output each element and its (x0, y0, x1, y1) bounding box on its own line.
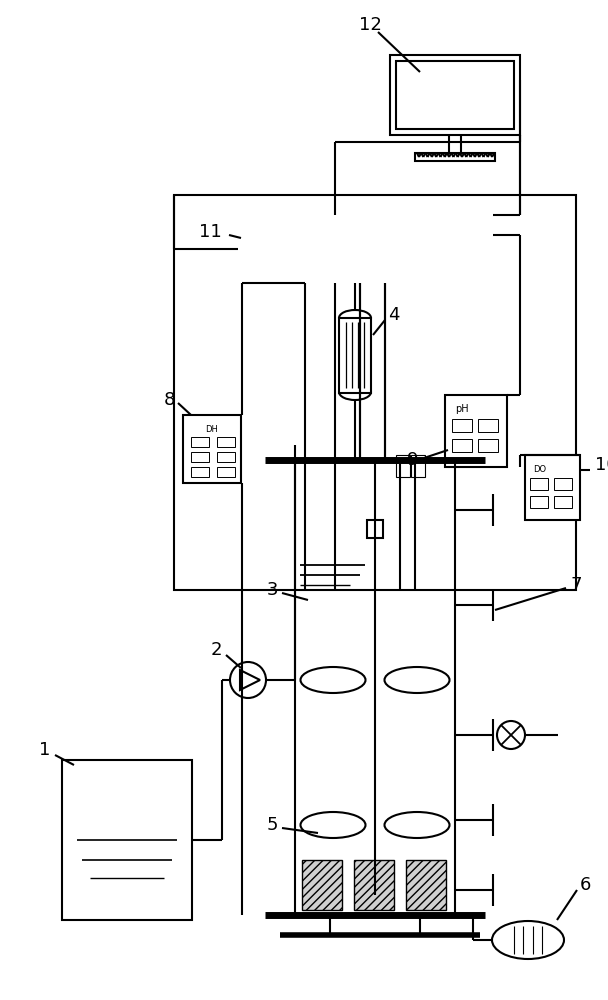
Bar (530, 478, 548, 490)
Bar (411, 455, 425, 477)
Ellipse shape (384, 667, 449, 693)
Bar (445, 395, 507, 467)
Bar (217, 437, 235, 447)
Circle shape (230, 662, 266, 698)
Bar (390, 55, 520, 135)
Bar (302, 860, 342, 910)
Bar (452, 439, 472, 452)
Polygon shape (240, 670, 260, 690)
Bar (246, 221, 485, 277)
Text: 3: 3 (266, 581, 278, 599)
Bar (174, 195, 576, 590)
Bar (478, 419, 498, 432)
Bar (217, 452, 235, 462)
Ellipse shape (384, 812, 449, 838)
Bar (217, 467, 235, 477)
Ellipse shape (339, 310, 371, 326)
Circle shape (299, 229, 311, 241)
Bar (406, 860, 446, 910)
Bar (452, 419, 472, 432)
Bar (191, 437, 209, 447)
Text: 5: 5 (266, 816, 278, 834)
Bar (354, 860, 394, 910)
Bar (183, 415, 241, 483)
Ellipse shape (339, 384, 371, 400)
Bar (396, 455, 410, 477)
Bar (367, 520, 383, 538)
Ellipse shape (492, 921, 564, 959)
Text: pH: pH (455, 404, 469, 414)
Text: DO: DO (533, 464, 547, 474)
Text: 9: 9 (407, 451, 418, 469)
Bar (554, 496, 572, 508)
Circle shape (344, 255, 356, 267)
Bar (339, 318, 371, 393)
Bar (191, 452, 209, 462)
Text: 8: 8 (164, 391, 175, 409)
Bar (191, 467, 209, 477)
Circle shape (269, 229, 281, 241)
Circle shape (447, 229, 459, 241)
Text: 1: 1 (39, 741, 50, 759)
Text: 2: 2 (210, 641, 222, 659)
Text: 11: 11 (199, 223, 222, 241)
Bar (554, 478, 572, 490)
Bar (525, 455, 580, 520)
Ellipse shape (300, 812, 365, 838)
Text: 6: 6 (580, 876, 592, 894)
Bar (478, 439, 498, 452)
Text: 12: 12 (359, 16, 381, 34)
Circle shape (329, 229, 341, 241)
Text: 4: 4 (388, 306, 399, 324)
Bar (415, 153, 495, 161)
Text: DH: DH (206, 424, 218, 434)
Text: 10: 10 (595, 456, 608, 474)
Circle shape (284, 255, 296, 267)
Bar (396, 61, 514, 129)
Bar (530, 496, 548, 508)
Circle shape (497, 721, 525, 749)
Text: 7: 7 (570, 576, 581, 594)
Bar (238, 215, 493, 283)
Ellipse shape (300, 667, 365, 693)
Circle shape (314, 255, 326, 267)
Bar (62, 760, 192, 920)
